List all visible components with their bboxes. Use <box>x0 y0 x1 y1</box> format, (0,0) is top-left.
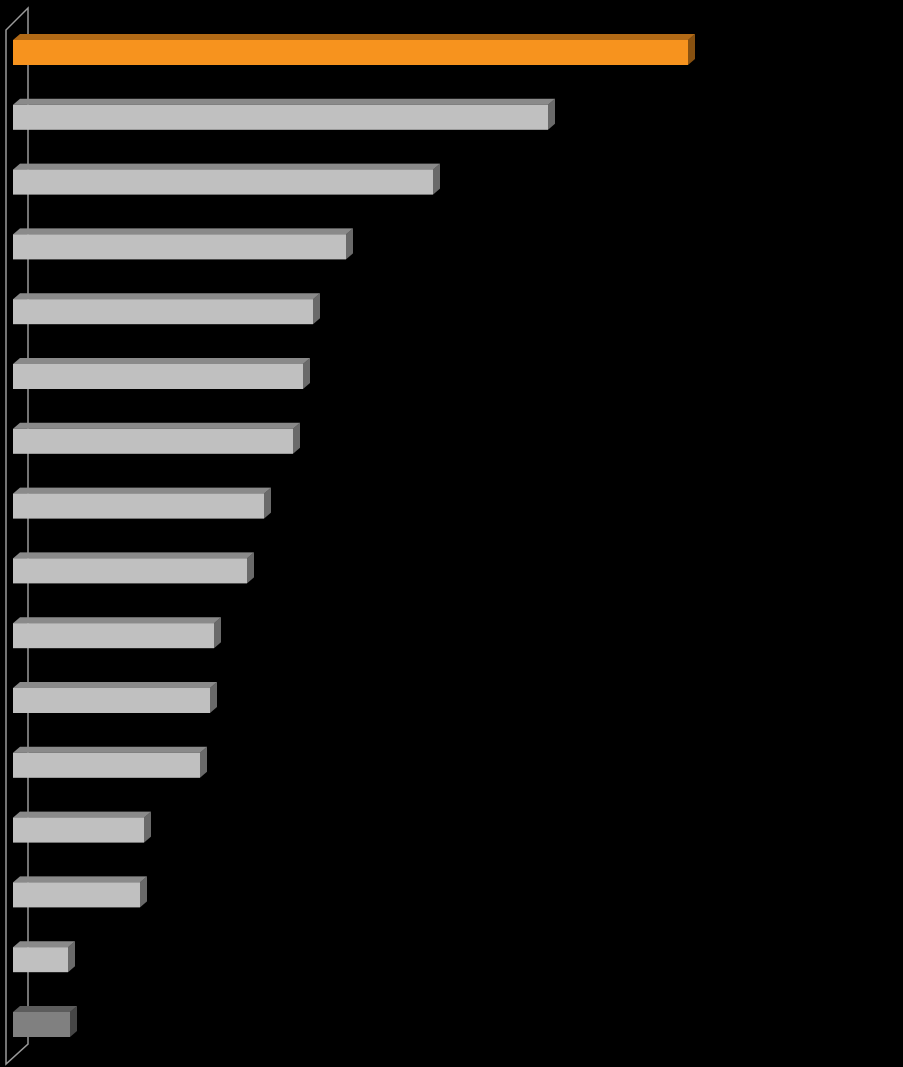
bar-side <box>293 422 300 454</box>
bar-side <box>140 876 147 908</box>
bar-side <box>688 34 695 65</box>
bar <box>13 623 214 649</box>
bar-top <box>13 617 221 624</box>
bar-side <box>346 228 353 260</box>
bar-top <box>13 422 300 429</box>
bar-side <box>214 617 221 649</box>
bar-top <box>13 682 217 688</box>
bar-side <box>433 163 440 195</box>
bar-side <box>548 98 555 130</box>
bar-side <box>200 746 207 778</box>
bar <box>13 688 210 713</box>
bar <box>13 40 688 65</box>
bar <box>13 817 144 843</box>
bar <box>13 1012 70 1037</box>
bar-side <box>313 293 320 325</box>
bar <box>13 364 303 389</box>
bar-side <box>247 552 254 584</box>
bars <box>13 34 695 1037</box>
bar-top <box>13 293 320 300</box>
bar-top <box>13 34 695 40</box>
bar <box>13 882 140 908</box>
bar <box>13 947 68 973</box>
bar-top <box>13 811 151 818</box>
bar-side <box>210 682 217 713</box>
bar-top <box>13 98 555 105</box>
bar-side <box>264 487 271 519</box>
bar-top <box>13 941 75 948</box>
bar <box>13 428 293 454</box>
bar-top <box>13 487 271 494</box>
bar <box>13 752 200 778</box>
bar <box>13 558 247 584</box>
bar <box>13 104 548 130</box>
bar-top <box>13 1006 77 1012</box>
bar <box>13 299 313 325</box>
bar-side <box>68 941 75 973</box>
bar-top <box>13 876 147 883</box>
bar-top <box>13 746 207 753</box>
bar-top <box>13 358 310 364</box>
bar-top <box>13 552 254 559</box>
bar <box>13 234 346 260</box>
bar-top <box>13 163 440 170</box>
bar-side <box>144 811 151 843</box>
bar <box>13 169 433 195</box>
axis-wall <box>5 6 29 1066</box>
bar-top <box>13 228 353 235</box>
bar-side <box>70 1006 77 1037</box>
bar <box>13 493 264 519</box>
bar-side <box>303 358 310 389</box>
